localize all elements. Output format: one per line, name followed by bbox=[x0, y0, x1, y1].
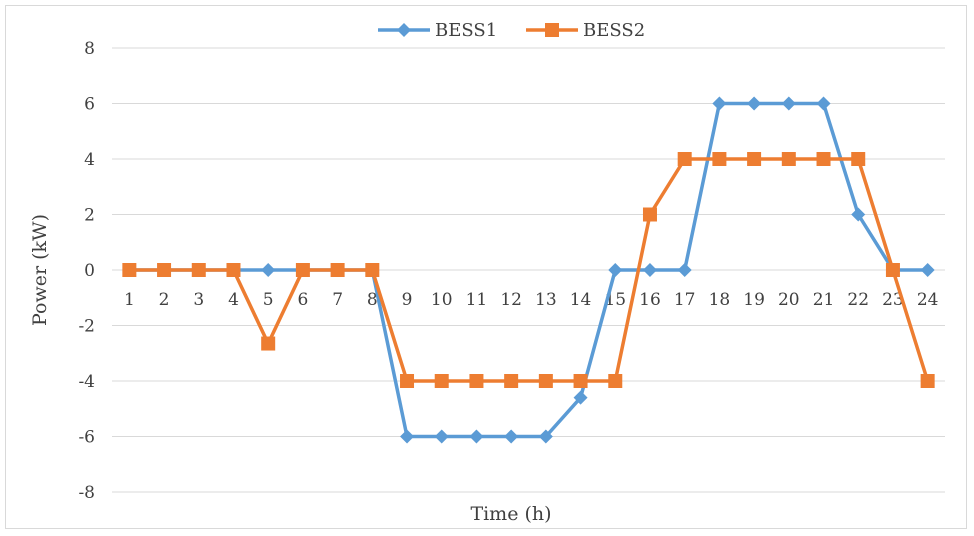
y-axis-title: Power (kW) bbox=[29, 214, 51, 326]
x-tick-label: 17 bbox=[674, 290, 696, 310]
data-point-BESS2 bbox=[608, 374, 623, 388]
x-tick-label: 11 bbox=[466, 290, 488, 310]
data-point-BESS2 bbox=[712, 152, 727, 166]
legend-marker-BESS2 bbox=[545, 23, 559, 37]
legend-label-BESS1: BESS1 bbox=[435, 20, 497, 41]
data-point-BESS2 bbox=[434, 374, 449, 388]
data-point-BESS1 bbox=[573, 390, 588, 405]
x-category-labels: 1 2 3 4 5 6 7 8 9 10 11 12 13 14 15 16 17 18 19 20 21 22 23 24 bbox=[124, 290, 939, 310]
data-point-BESS2 bbox=[573, 374, 588, 388]
data-point-BESS1 bbox=[816, 96, 831, 111]
data-point-BESS2 bbox=[365, 263, 380, 277]
x-tick-label: 14 bbox=[570, 290, 592, 310]
x-tick-label: 5 bbox=[263, 290, 274, 310]
data-point-BESS2 bbox=[295, 263, 310, 277]
x-tick-label: 7 bbox=[332, 290, 343, 310]
data-point-BESS2 bbox=[191, 263, 206, 277]
data-point-BESS2 bbox=[851, 152, 866, 166]
y-tick-label: 8 bbox=[84, 39, 95, 59]
data-point-BESS2 bbox=[816, 152, 831, 166]
data-point-BESS2 bbox=[400, 374, 415, 388]
data-point-BESS2 bbox=[920, 374, 935, 388]
x-axis-title: Time (h) bbox=[470, 503, 551, 525]
y-tick-label: 2 bbox=[84, 206, 95, 226]
data-point-BESS2 bbox=[504, 374, 519, 388]
data-point-BESS2 bbox=[538, 374, 553, 388]
x-tick-label: 22 bbox=[847, 290, 869, 310]
y-tick-labels: 8 6 4 2 0 -2 -4 -6 -8 bbox=[78, 39, 95, 503]
data-point-BESS2 bbox=[157, 263, 172, 277]
data-point-BESS2 bbox=[122, 263, 137, 277]
y-tick-label: -8 bbox=[78, 483, 95, 503]
data-point-BESS2 bbox=[469, 374, 484, 388]
series-markers bbox=[122, 96, 935, 444]
y-tick-label: -6 bbox=[78, 428, 95, 448]
x-tick-label: 23 bbox=[882, 290, 904, 310]
x-tick-label: 1 bbox=[124, 290, 135, 310]
gridlines bbox=[112, 47, 945, 493]
x-tick-label: 8 bbox=[367, 290, 378, 310]
x-tick-label: 6 bbox=[297, 290, 308, 310]
data-point-BESS2 bbox=[677, 152, 692, 166]
data-point-BESS1 bbox=[469, 429, 484, 444]
data-point-BESS2 bbox=[642, 207, 657, 222]
data-point-BESS2 bbox=[885, 263, 900, 277]
y-tick-label: -4 bbox=[78, 372, 95, 392]
x-tick-label: 9 bbox=[402, 290, 413, 310]
y-tick-label: -2 bbox=[78, 317, 95, 337]
legend-label-BESS2: BESS2 bbox=[583, 20, 645, 41]
data-point-BESS2 bbox=[226, 263, 241, 277]
data-point-BESS1 bbox=[608, 263, 623, 277]
x-tick-label: 21 bbox=[813, 290, 835, 310]
data-point-BESS1 bbox=[538, 429, 553, 444]
data-point-BESS1 bbox=[920, 263, 935, 277]
y-tick-label: 4 bbox=[84, 150, 95, 170]
data-point-BESS1 bbox=[712, 96, 727, 111]
data-point-BESS1 bbox=[261, 263, 276, 277]
data-point-BESS1 bbox=[747, 96, 762, 111]
data-point-BESS1 bbox=[677, 263, 692, 277]
x-tick-label: 19 bbox=[743, 290, 765, 310]
data-point-BESS2 bbox=[781, 152, 796, 166]
x-tick-label: 24 bbox=[917, 290, 939, 310]
y-tick-label: 6 bbox=[84, 95, 95, 115]
x-tick-label: 3 bbox=[193, 290, 204, 310]
x-tick-label: 12 bbox=[500, 290, 522, 310]
x-tick-label: 2 bbox=[159, 290, 170, 310]
data-point-BESS1 bbox=[504, 429, 519, 444]
y-tick-label: 0 bbox=[84, 261, 95, 281]
data-point-BESS1 bbox=[434, 429, 449, 444]
data-point-BESS2 bbox=[261, 336, 276, 351]
data-point-BESS1 bbox=[400, 429, 415, 444]
legend-marker-BESS1 bbox=[397, 23, 411, 37]
data-point-BESS1 bbox=[781, 96, 796, 111]
x-tick-label: 4 bbox=[228, 290, 239, 310]
x-tick-label: 10 bbox=[431, 290, 453, 310]
data-point-BESS1 bbox=[851, 207, 866, 222]
x-tick-label: 13 bbox=[535, 290, 557, 310]
x-tick-label: 16 bbox=[639, 290, 661, 310]
data-point-BESS1 bbox=[642, 263, 657, 277]
x-tick-label: 18 bbox=[709, 290, 731, 310]
data-point-BESS2 bbox=[330, 263, 345, 277]
data-point-BESS2 bbox=[747, 152, 762, 166]
x-tick-label: 20 bbox=[778, 290, 800, 310]
legend: BESS1 BESS2 bbox=[378, 20, 645, 41]
